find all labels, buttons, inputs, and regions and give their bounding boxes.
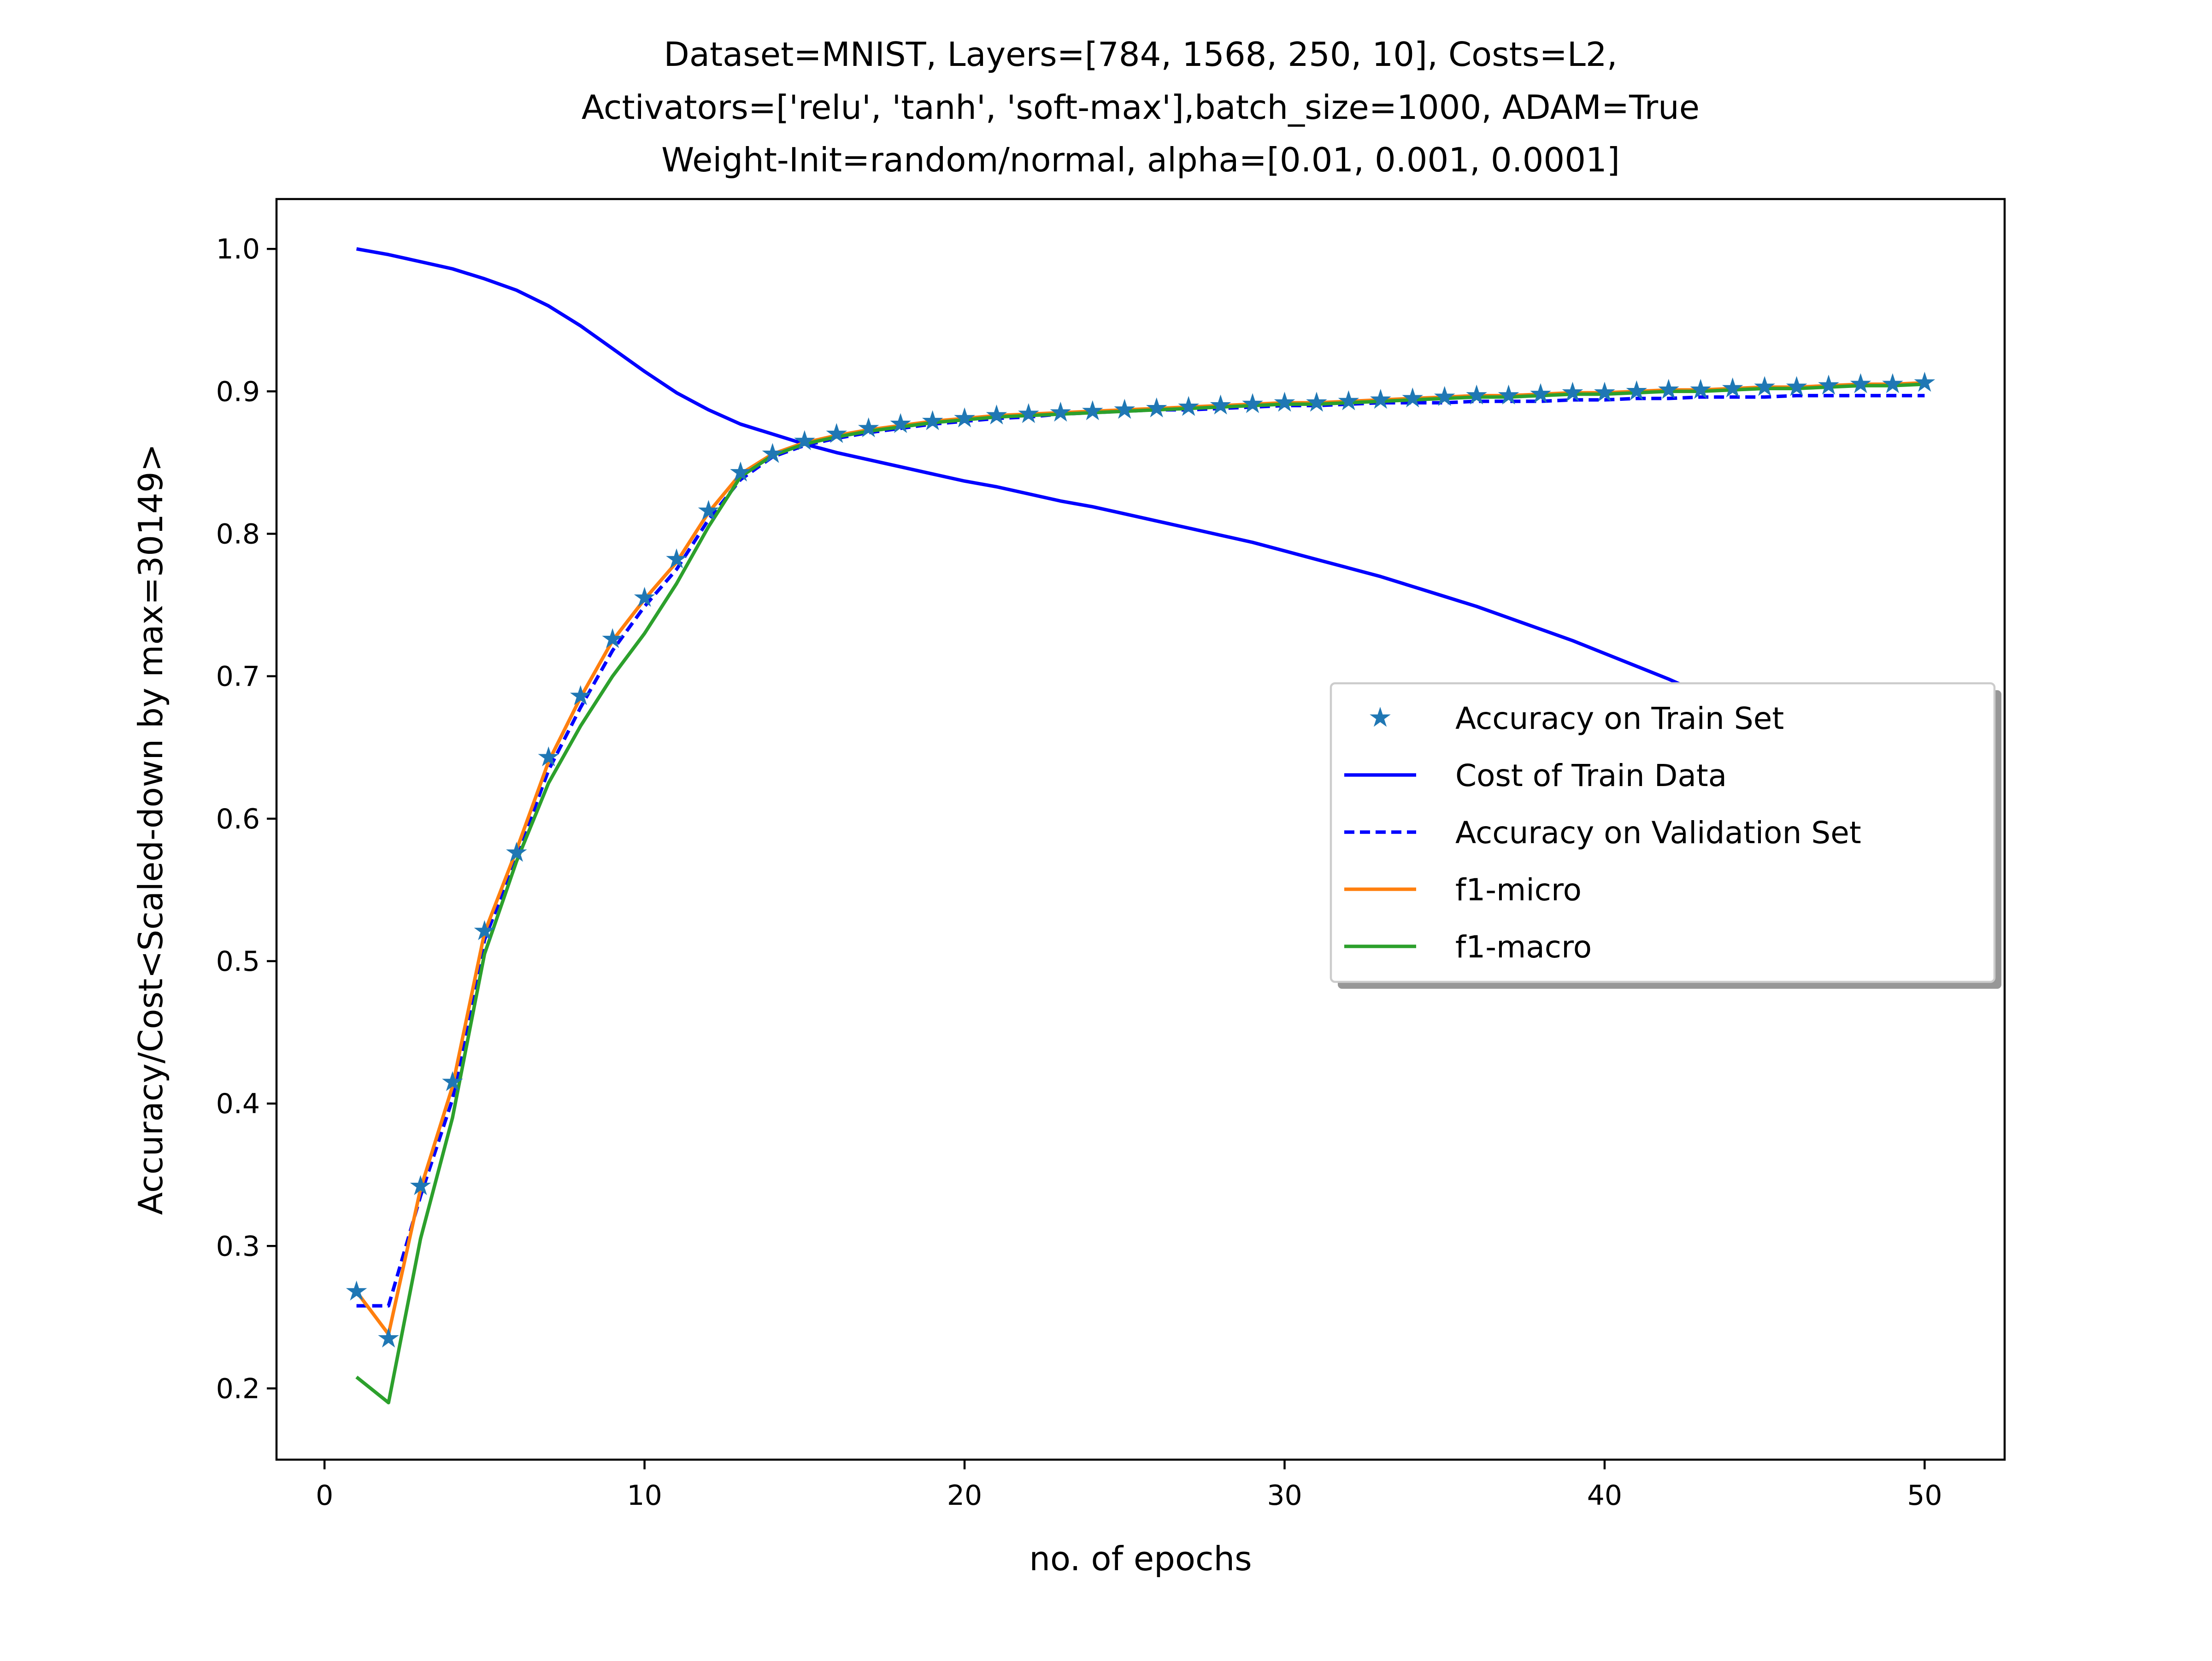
legend-item-accuracy-on-train-set: Accuracy on Train Set xyxy=(1370,701,1784,736)
y-axis-label: Accuracy/Cost<Scaled-down by max=30149> xyxy=(131,444,170,1215)
y-tick-label: 0.7 xyxy=(216,661,260,693)
legend: Accuracy on Train Set Cost of Train Data A… xyxy=(1330,682,2001,989)
legend-item-accuracy-on-validation-set: Accuracy on Validation Set xyxy=(1344,815,1861,851)
legend-item-cost-of-train-data: Cost of Train Data xyxy=(1344,758,1727,793)
y-tick-label: 0.2 xyxy=(216,1373,260,1405)
cost-of-train-data-line xyxy=(356,247,1926,805)
y-axis-ticks: 0.2 0.3 0.4 0.5 0.6 0.7 0.8 0.9 1.0 xyxy=(216,233,276,1405)
y-tick-label: 0.8 xyxy=(216,518,260,551)
x-axis-label: no. of epochs xyxy=(1029,1539,1252,1578)
legend-label-f1-micro: f1-micro xyxy=(1455,872,1582,908)
y-tick-label: 0.5 xyxy=(216,945,260,978)
chart-title-line-1: Dataset=MNIST, Layers=[784, 1568, 250, 1… xyxy=(664,35,1617,74)
y-tick-label: 0.9 xyxy=(216,376,260,408)
plot-frame xyxy=(275,198,2006,1461)
chart-title-line-3: Weight-Init=random/normal, alpha=[0.01, … xyxy=(661,141,1620,179)
x-tick-label: 20 xyxy=(947,1479,982,1512)
y-tick-label: 0.6 xyxy=(216,803,260,835)
y-tick-label: 0.3 xyxy=(216,1230,260,1262)
legend-label-cost-of-train-data: Cost of Train Data xyxy=(1455,758,1727,793)
legend-item-f1-macro: f1-macro xyxy=(1344,929,1592,965)
x-tick-label: 10 xyxy=(627,1479,662,1512)
chart-title-line-2: Activators=['relu', 'tanh', 'soft-max'],… xyxy=(582,88,1700,127)
chart-title: Dataset=MNIST, Layers=[784, 1568, 250, 1… xyxy=(582,35,1700,179)
legend-item-f1-micro: f1-micro xyxy=(1344,872,1582,908)
legend-label-accuracy-on-train-set: Accuracy on Train Set xyxy=(1455,701,1784,736)
y-tick-label: 0.4 xyxy=(216,1088,260,1120)
x-tick-label: 0 xyxy=(316,1479,333,1512)
series-layer xyxy=(346,247,1936,1405)
x-axis-ticks: 0 10 20 30 40 50 xyxy=(316,1460,1942,1512)
legend-label-f1-macro: f1-macro xyxy=(1455,929,1592,965)
f1-macro-line xyxy=(355,382,1925,1405)
legend-box xyxy=(1330,682,1996,983)
y-tick-label: 1.0 xyxy=(216,233,260,265)
x-tick-label: 30 xyxy=(1267,1479,1302,1512)
legend-label-accuracy-on-validation-set: Accuracy on Validation Set xyxy=(1455,815,1861,851)
x-tick-label: 40 xyxy=(1587,1479,1622,1512)
x-tick-label: 50 xyxy=(1907,1479,1942,1512)
